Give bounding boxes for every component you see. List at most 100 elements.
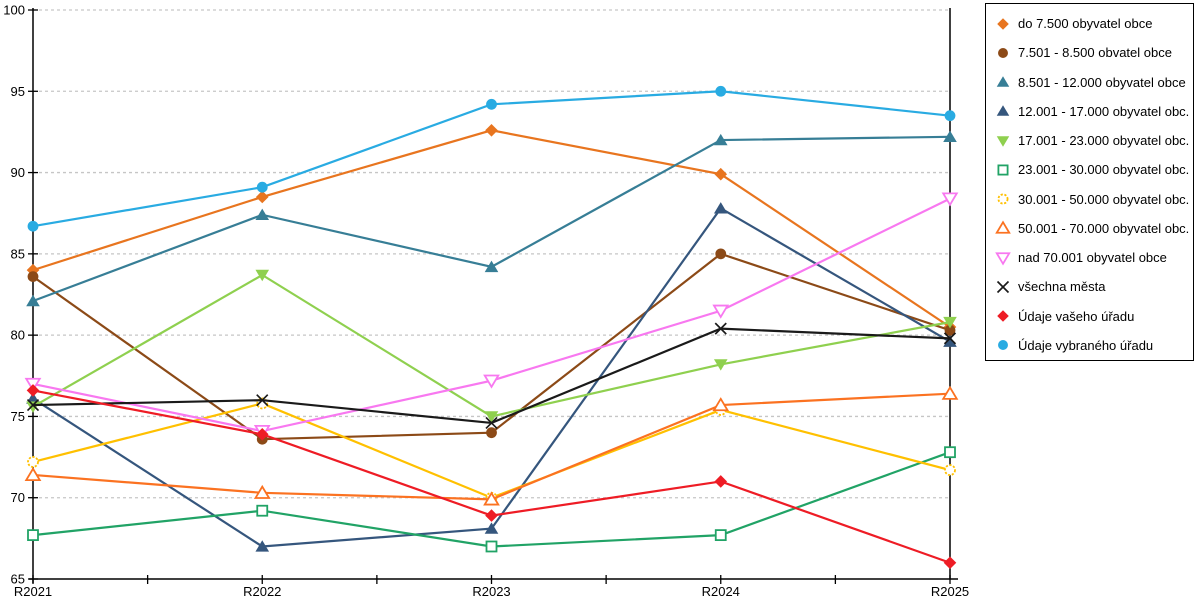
legend-marker-icon: [998, 340, 1008, 351]
legend-item-label: 17.001 - 23.000 obyvatel obc...: [1018, 133, 1189, 149]
data-point-marker: [484, 260, 499, 273]
x-tick-label: R2022: [243, 584, 281, 599]
series-group: [27, 85, 956, 232]
y-tick-label: 85: [11, 246, 25, 261]
data-point-marker: [713, 202, 728, 214]
legend-item: Údaje vašeho úřadu: [995, 302, 1189, 331]
data-point-marker: [26, 294, 40, 307]
series-group: [26, 124, 957, 334]
legend-marker-icon: [996, 280, 1010, 293]
data-point-marker: [484, 522, 499, 534]
series-group: [27, 248, 956, 445]
legend-marker-icon: [996, 105, 1010, 117]
legend-item-label: 8.501 - 12.000 obyvatel obce: [1018, 74, 1186, 90]
legend-marker-icon: [998, 340, 1008, 351]
data-point-marker: [943, 316, 957, 329]
data-point-marker: [941, 385, 959, 400]
data-point-marker: [486, 98, 497, 110]
series-line: [32, 135, 951, 303]
data-point-marker: [27, 529, 39, 542]
legend-item-label: Údaje vašeho úřadu: [1018, 308, 1135, 324]
legend-item-label: do 7.500 obyvatel obce: [1018, 16, 1153, 32]
data-point-marker: [712, 304, 730, 319]
data-point-marker: [485, 416, 498, 430]
series-line: [32, 392, 951, 501]
legend-marker-icon: [997, 164, 1009, 176]
data-point-marker: [943, 335, 957, 347]
data-point-marker: [27, 271, 39, 283]
data-point-marker: [256, 181, 268, 193]
data-point-marker: [484, 411, 499, 423]
data-point-marker: [485, 124, 498, 137]
x-tick-label: R2023: [472, 584, 510, 599]
data-point-marker: [483, 491, 500, 506]
y-tick-label: 100: [3, 3, 25, 18]
y-tick-label: 70: [11, 490, 25, 505]
data-point-marker: [256, 394, 269, 407]
series-group: [26, 384, 957, 570]
legend-item-label: 7.501 - 8.500 obvatel obce: [1018, 45, 1172, 61]
data-point-marker: [943, 130, 957, 143]
y-tick-label: 95: [11, 84, 25, 99]
legend-item-label: 12.001 - 17.000 obyvatel obc...: [1018, 103, 1189, 119]
series-group: [26, 269, 957, 423]
data-point-marker: [255, 190, 269, 204]
legend-marker-icon: [996, 105, 1010, 117]
legend-marker-icon: [996, 76, 1010, 87]
legend-item-label: 50.001 - 70.000 obyvatel obc...: [1018, 220, 1189, 236]
legend-marker-icon: [996, 76, 1010, 87]
data-point-marker: [483, 374, 500, 389]
legend-marker-icon: [997, 17, 1009, 30]
data-point-marker: [27, 220, 39, 232]
data-point-marker: [944, 324, 956, 336]
series-line: [32, 273, 951, 418]
data-point-marker: [714, 529, 727, 542]
data-point-marker: [256, 504, 269, 517]
legend-marker-icon: [998, 47, 1008, 58]
legend-marker-icon: [996, 135, 1010, 147]
legend-item: 7.501 - 8.500 obvatel obce: [995, 38, 1189, 67]
legend-item-label: Údaje vybraného úřadu: [1018, 337, 1154, 353]
legend-item: 30.001 - 50.000 obyvatel obc...: [995, 185, 1189, 214]
legend-item: Údaje vybraného úřadu: [995, 331, 1189, 360]
data-point-marker: [255, 428, 269, 441]
data-point-marker: [253, 484, 271, 499]
legend-marker-icon: [996, 135, 1010, 147]
legend-marker-icon: [996, 280, 1010, 293]
data-point-marker: [943, 556, 957, 570]
data-point-marker: [26, 384, 40, 397]
legend-item: 23.001 - 30.000 obyvatel obc...: [995, 155, 1189, 184]
y-tick-label: 75: [11, 409, 25, 424]
legend-marker-icon: [997, 164, 1009, 176]
data-point-marker: [27, 456, 39, 468]
legend-marker-icon: [995, 251, 1011, 266]
data-point-marker: [26, 398, 40, 412]
data-point-marker: [714, 322, 727, 335]
data-point-marker: [944, 446, 956, 459]
data-point-marker: [26, 401, 40, 413]
legend-marker-icon: [997, 193, 1009, 205]
x-tick-label: R2024: [702, 584, 740, 599]
data-point-marker: [713, 133, 728, 146]
series-group: [26, 322, 957, 430]
series-group: [26, 130, 957, 307]
y-tick-label: 90: [11, 165, 25, 180]
data-point-marker: [715, 85, 727, 97]
legend-marker-icon: [995, 220, 1011, 235]
legend-item: do 7.500 obyvatel obce: [995, 9, 1189, 38]
legend-item: 50.001 - 70.000 obyvatel obc...: [995, 214, 1189, 243]
legend-marker-icon: [995, 251, 1011, 266]
legend-marker-icon: [997, 193, 1009, 205]
data-point-marker: [485, 509, 498, 522]
legend-item: nad 70.001 obyvatel obce: [995, 243, 1189, 272]
series-line: [32, 129, 951, 328]
legend-marker-icon: [998, 47, 1008, 58]
data-point-marker: [714, 167, 728, 181]
x-tick-label: R2025: [931, 584, 969, 599]
data-point-marker: [944, 110, 956, 122]
data-point-marker: [941, 192, 959, 207]
y-tick-label: 65: [11, 572, 25, 587]
legend-item-label: 30.001 - 50.000 obyvatel obc...: [1018, 191, 1189, 207]
